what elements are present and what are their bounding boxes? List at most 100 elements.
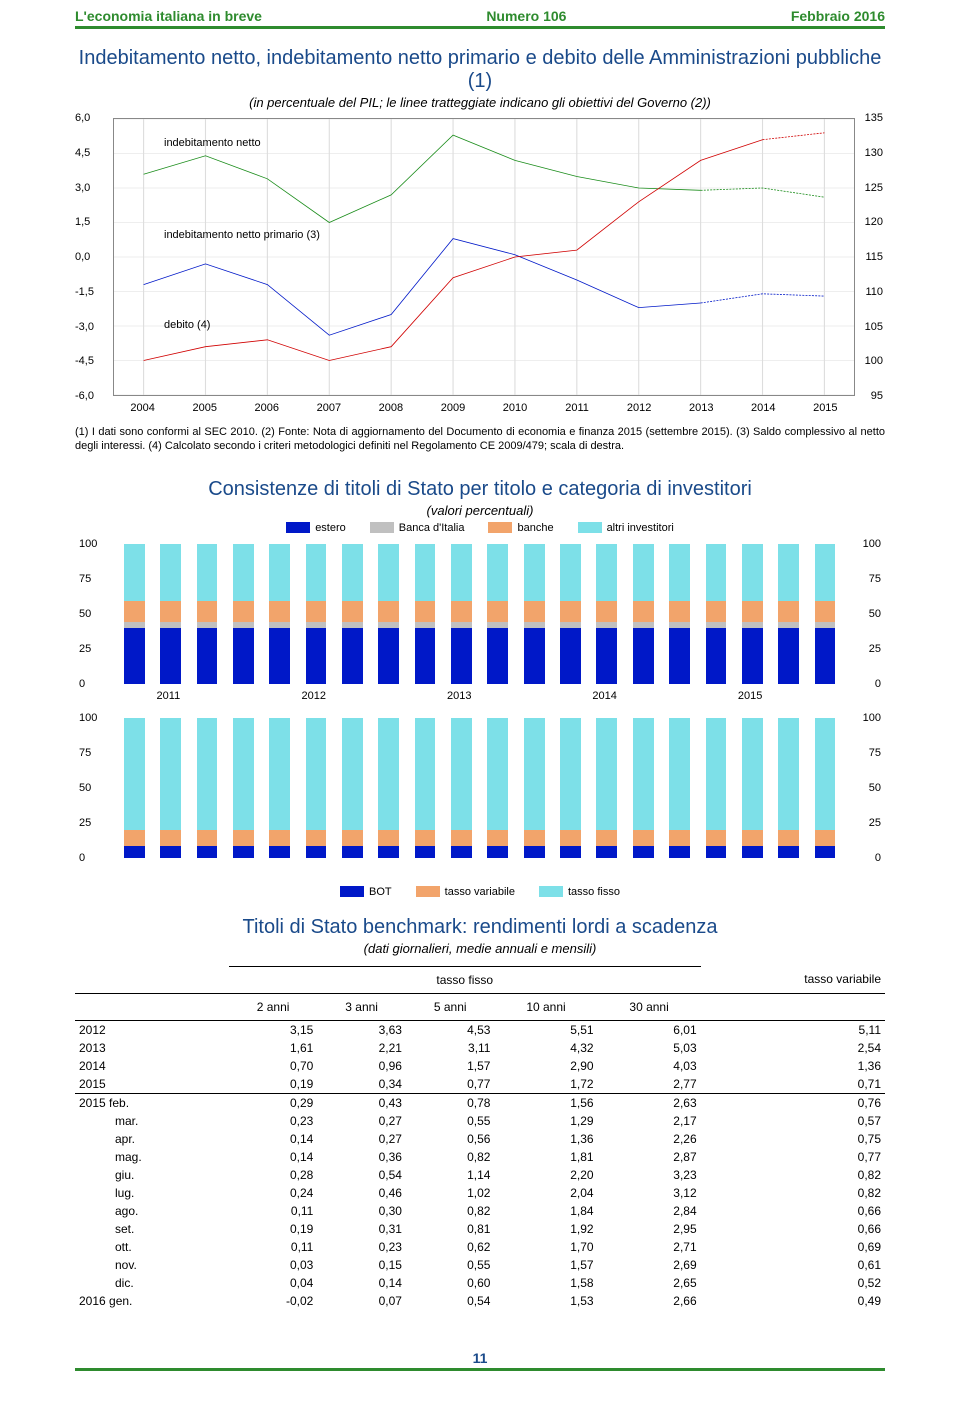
bar-column bbox=[487, 718, 508, 858]
chart1-ytick-left: -3,0 bbox=[75, 321, 94, 333]
bar-column bbox=[160, 718, 181, 858]
bar-column bbox=[124, 718, 145, 858]
bar-xtick: 2011 bbox=[157, 690, 181, 702]
bar-column bbox=[124, 544, 145, 684]
bar-ytick: 25 bbox=[79, 643, 91, 655]
page-header: L'economia italiana in breve Numero 106 … bbox=[75, 0, 885, 29]
bar-column bbox=[269, 718, 290, 858]
chart1-footnote: (1) I dati sono conformi al SEC 2010. (2… bbox=[75, 426, 885, 454]
chart2-top: 1001007575505025250020112012201320142015 bbox=[75, 538, 885, 708]
chart1-ytick-left: -4,5 bbox=[75, 355, 94, 367]
bar-column bbox=[233, 718, 254, 858]
chart1-xtick: 2011 bbox=[565, 402, 589, 414]
chart1-ytick-left: 6,0 bbox=[75, 112, 90, 124]
chart2-title: Consistenze di titoli di Stato per titol… bbox=[75, 478, 885, 501]
chart1-ytick-left: 3,0 bbox=[75, 182, 90, 194]
legend-item: tasso fisso bbox=[539, 886, 620, 898]
chart1-xtick: 2009 bbox=[441, 402, 465, 414]
legend-item: banche bbox=[488, 522, 553, 534]
bar-column bbox=[160, 544, 181, 684]
chart1-xtick: 2015 bbox=[813, 402, 837, 414]
bar-ytick: 0 bbox=[875, 852, 881, 864]
bar-column bbox=[269, 544, 290, 684]
yield-table: tasso fissotasso variabile2 anni3 anni5 … bbox=[75, 966, 885, 1310]
bar-column bbox=[306, 544, 327, 684]
chart1-container: indebitamento netto indebitamento netto … bbox=[113, 118, 855, 418]
chart1-ytick-right: 130 bbox=[865, 147, 883, 159]
chart1-xtick: 2007 bbox=[317, 402, 341, 414]
bar-xtick: 2013 bbox=[447, 690, 471, 702]
bar-ytick: 75 bbox=[869, 747, 881, 759]
chart1-ytick-left: -6,0 bbox=[75, 390, 94, 402]
bar-ytick: 0 bbox=[79, 678, 85, 690]
bar-ytick: 75 bbox=[869, 573, 881, 585]
chart1-ytick-left: -1,5 bbox=[75, 286, 94, 298]
chart1-ytick-right: 95 bbox=[871, 390, 883, 402]
bar-column bbox=[633, 544, 654, 684]
bar-column bbox=[633, 718, 654, 858]
chart1-ytick-right: 115 bbox=[865, 251, 883, 263]
chart1-svg bbox=[114, 119, 854, 395]
bar-ytick: 100 bbox=[79, 538, 97, 550]
bar-column bbox=[778, 718, 799, 858]
chart2-top-legend: esteroBanca d'Italiabanchealtri investit… bbox=[75, 522, 885, 534]
header-left: L'economia italiana in breve bbox=[75, 8, 262, 24]
bar-ytick: 25 bbox=[869, 643, 881, 655]
legend-item: estero bbox=[286, 522, 346, 534]
legend-item: tasso variabile bbox=[416, 886, 515, 898]
bar-column bbox=[306, 718, 327, 858]
bar-xtick: 2014 bbox=[592, 690, 616, 702]
chart1-subtitle: (in percentuale del PIL; le linee tratte… bbox=[75, 95, 885, 110]
chart1-xtick: 2012 bbox=[627, 402, 651, 414]
chart1-xtick: 2008 bbox=[379, 402, 403, 414]
bar-column bbox=[233, 544, 254, 684]
bar-column bbox=[706, 544, 727, 684]
bar-ytick: 0 bbox=[79, 852, 85, 864]
bar-column bbox=[487, 544, 508, 684]
chart1-ytick-right: 120 bbox=[865, 216, 883, 228]
bar-column bbox=[342, 718, 363, 858]
bar-column bbox=[415, 544, 436, 684]
chart1-title: Indebitamento netto, indebitamento netto… bbox=[75, 47, 885, 93]
bar-column bbox=[669, 544, 690, 684]
bar-column bbox=[596, 544, 617, 684]
bar-ytick: 100 bbox=[863, 712, 881, 724]
bar-ytick: 25 bbox=[79, 817, 91, 829]
bar-column bbox=[742, 544, 763, 684]
header-right: Febbraio 2016 bbox=[791, 8, 885, 24]
chart2-bottom-legend: BOT tasso variabile tasso fisso bbox=[75, 886, 885, 898]
bar-ytick: 75 bbox=[79, 573, 91, 585]
chart1-ytick-left: 1,5 bbox=[75, 216, 90, 228]
bar-xtick: 2015 bbox=[738, 690, 762, 702]
bar-ytick: 100 bbox=[79, 712, 97, 724]
chart1-xtick: 2005 bbox=[192, 402, 216, 414]
bar-column bbox=[669, 718, 690, 858]
bar-column bbox=[451, 718, 472, 858]
bar-column bbox=[451, 544, 472, 684]
bar-column bbox=[378, 718, 399, 858]
chart1-xtick: 2004 bbox=[130, 402, 154, 414]
bar-column bbox=[778, 544, 799, 684]
bar-ytick: 50 bbox=[79, 782, 91, 794]
chart1-ytick-right: 100 bbox=[865, 355, 883, 367]
legend-item: BOT bbox=[340, 886, 392, 898]
legend-item: Banca d'Italia bbox=[370, 522, 465, 534]
table-title: Titoli di Stato benchmark: rendimenti lo… bbox=[75, 916, 885, 939]
bar-ytick: 25 bbox=[869, 817, 881, 829]
chart1-ytick-right: 125 bbox=[865, 182, 883, 194]
bar-column bbox=[197, 718, 218, 858]
bar-column bbox=[415, 718, 436, 858]
bar-column bbox=[596, 718, 617, 858]
bar-column bbox=[524, 544, 545, 684]
bar-ytick: 50 bbox=[869, 782, 881, 794]
chart1-ytick-right: 135 bbox=[865, 112, 883, 124]
bar-column bbox=[742, 718, 763, 858]
label-debito: debito (4) bbox=[164, 319, 210, 331]
bar-column bbox=[706, 718, 727, 858]
chart1-xtick: 2006 bbox=[255, 402, 279, 414]
chart1-ytick-left: 0,0 bbox=[75, 251, 90, 263]
chart1-xtick: 2013 bbox=[689, 402, 713, 414]
bar-xtick: 2012 bbox=[302, 690, 326, 702]
bar-ytick: 100 bbox=[863, 538, 881, 550]
label-primario: indebitamento netto primario (3) bbox=[164, 229, 320, 241]
